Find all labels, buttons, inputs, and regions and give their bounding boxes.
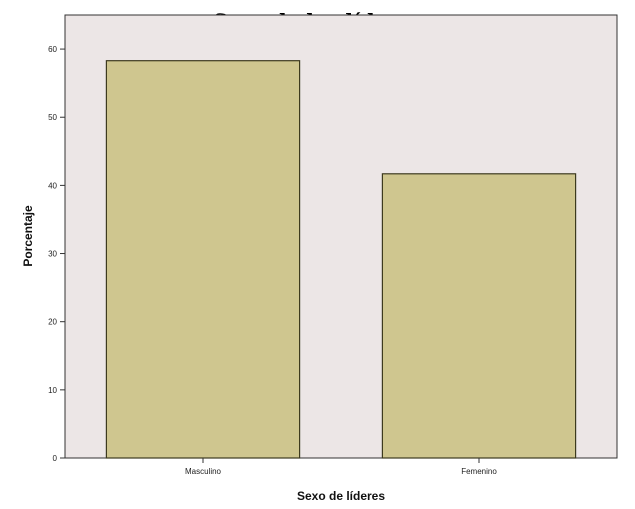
y-tick-label: 10: [48, 386, 57, 395]
x-axis-title: Sexo de líderes: [297, 489, 385, 503]
x-tick-label-masculino: Masculino: [185, 467, 222, 476]
y-tick-label: 50: [48, 113, 57, 122]
y-tick-label: 0: [53, 454, 58, 463]
y-tick-label: 30: [48, 250, 57, 259]
bar-femenino: [381, 173, 577, 459]
y-tick-label: 40: [48, 181, 57, 190]
y-axis: 0 10 20 30 40 50 60: [48, 45, 65, 463]
x-axis: Masculino Femenino: [185, 458, 497, 476]
bar-masculino: [105, 60, 301, 459]
x-tick-label-femenino: Femenino: [461, 467, 497, 476]
y-axis-title: Porcentaje: [21, 205, 35, 267]
bars: [105, 60, 577, 459]
y-tick-label: 60: [48, 45, 57, 54]
y-tick-label: 20: [48, 318, 57, 327]
